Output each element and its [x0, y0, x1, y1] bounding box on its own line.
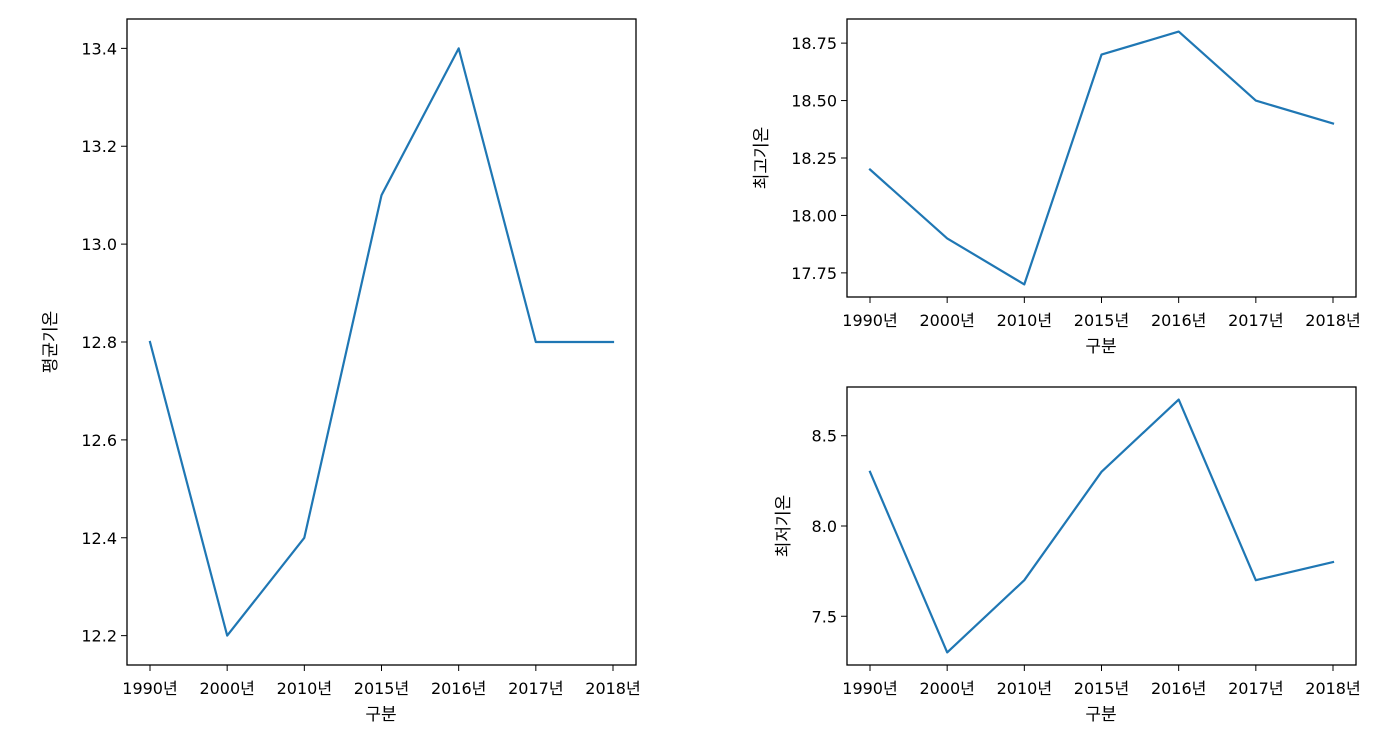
- plot-area: 1990년 2000년 2010년 2015년 2016년 2017년 2018년 17.75…: [791, 30, 1361, 330]
- x-tick-label: 2017년: [508, 679, 563, 698]
- y-tick-label: 18.25: [791, 149, 837, 168]
- y-tick-label: 13.0: [81, 235, 117, 254]
- x-tick-label: 2017년: [1228, 679, 1283, 698]
- x-tick-label: 2018년: [585, 679, 640, 698]
- series-line: [148, 47, 615, 637]
- y-tick-label: 8.0: [812, 517, 837, 536]
- x-tick-label: 2018년: [1305, 679, 1360, 698]
- plot-area: 1990년 2000년 2010년 2015년 2016년 2017년 2018년 7.5 8.…: [812, 398, 1361, 698]
- y-tick-label: 12.8: [81, 333, 117, 352]
- y-tick-label: 12.4: [81, 529, 117, 548]
- y-axis-label: 평균기온: [41, 311, 61, 374]
- x-tick-label: 2016년: [1151, 311, 1206, 330]
- y-tick-label: 12.6: [81, 431, 117, 450]
- x-tick-label: 2010년: [997, 679, 1052, 698]
- x-tick-label: 2016년: [431, 679, 486, 698]
- y-tick-label: 18.00: [791, 206, 837, 225]
- x-axis-label: 구분: [1085, 337, 1116, 357]
- y-tick-label: 17.75: [791, 264, 837, 283]
- axes-frame: [126, 18, 637, 666]
- x-tick-label: 2010년: [277, 679, 332, 698]
- x-tick-label: 2000년: [919, 679, 974, 698]
- x-axis-label: 구분: [365, 705, 396, 725]
- x-tick-label: 1990년: [122, 679, 177, 698]
- x-axis-label: 구분: [1085, 705, 1116, 725]
- chart-min-temperature: 1990년 2000년 2010년 2015년 2016년 2017년 2018년 7.5 8.…: [774, 386, 1361, 725]
- axes-frame: [846, 386, 1357, 666]
- chart-average-temperature: 1990년 2000년 2010년 2015년 2016년 2017년 2018년 12.2 1…: [41, 18, 641, 725]
- series-line: [868, 398, 1335, 654]
- x-tick-label: 1990년: [842, 311, 897, 330]
- y-tick-label: 7.5: [812, 607, 837, 626]
- series-line: [868, 30, 1335, 286]
- y-tick-label: 13.2: [81, 137, 117, 156]
- y-axis-label: 최고기온: [752, 127, 772, 190]
- x-tick-label: 1990년: [842, 679, 897, 698]
- x-tick-label: 2000년: [919, 311, 974, 330]
- x-tick-label: 2016년: [1151, 679, 1206, 698]
- axes-frame: [846, 18, 1357, 298]
- y-tick-label: 12.2: [81, 627, 117, 646]
- y-tick-label: 8.5: [812, 427, 837, 446]
- y-tick-label: 13.4: [81, 39, 117, 58]
- y-tick-label: 18.75: [791, 34, 837, 53]
- plot-area: 1990년 2000년 2010년 2015년 2016년 2017년 2018년 12.2 1…: [81, 39, 640, 698]
- x-tick-label: 2018년: [1305, 311, 1360, 330]
- x-tick-label: 2010년: [997, 311, 1052, 330]
- x-tick-label: 2015년: [354, 679, 409, 698]
- x-tick-label: 2015년: [1074, 311, 1129, 330]
- chart-max-temperature: 1990년 2000년 2010년 2015년 2016년 2017년 2018년 17.75…: [752, 18, 1361, 357]
- x-tick-label: 2000년: [199, 679, 254, 698]
- y-axis-label: 최저기온: [774, 495, 794, 558]
- y-tick-label: 18.50: [791, 92, 837, 111]
- x-tick-label: 2015년: [1074, 679, 1129, 698]
- x-tick-label: 2017년: [1228, 311, 1283, 330]
